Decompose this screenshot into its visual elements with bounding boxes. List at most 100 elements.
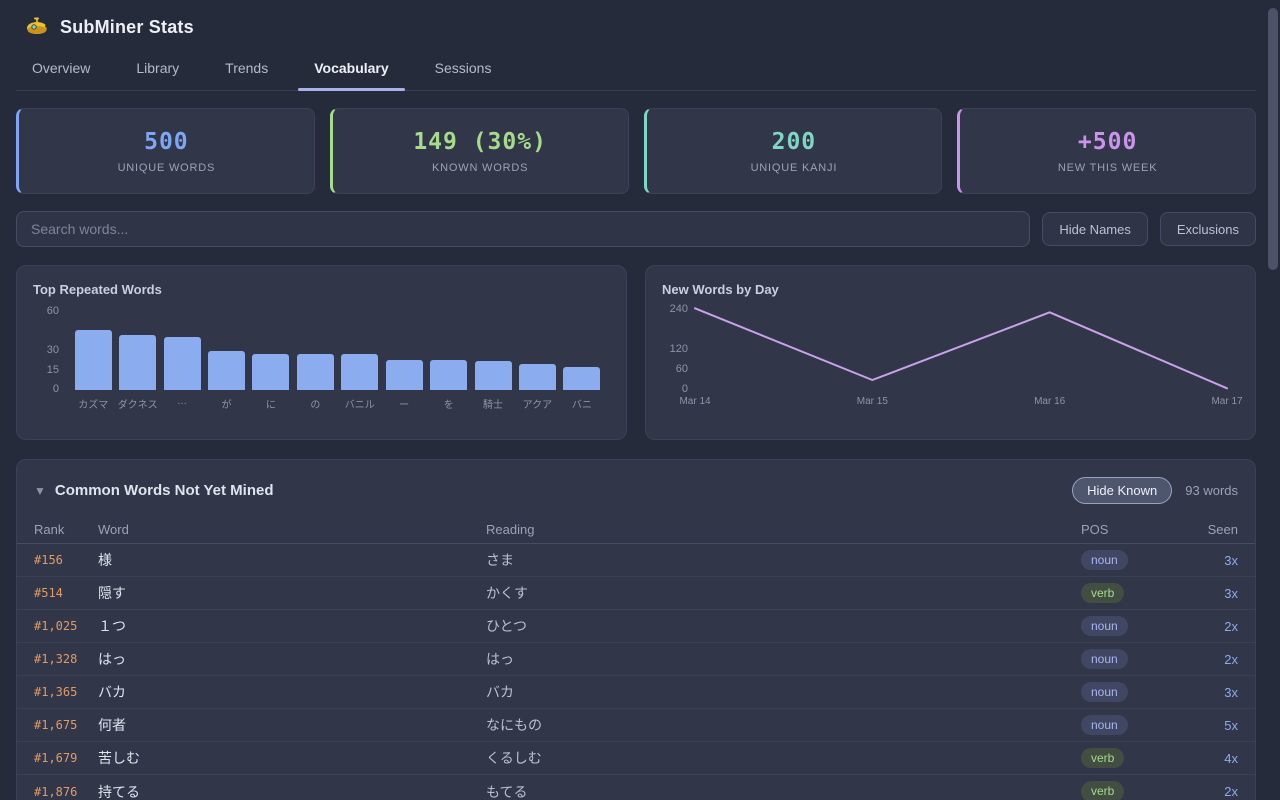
y-axis-tick: 60 xyxy=(46,305,59,317)
stat-label: KNOWN WORDS xyxy=(432,161,529,174)
x-axis-label: に xyxy=(265,400,276,411)
reading-cell: もてる xyxy=(486,783,528,800)
pos-badge-verb: verb xyxy=(1081,781,1125,800)
stats-row: 500 UNIQUE WORDS 149 (30%) KNOWN WORDS 200 UN… xyxy=(16,108,1256,194)
rank-cell: #514 xyxy=(34,586,63,600)
tab-overview[interactable]: Overview xyxy=(32,60,91,76)
table-header: ▼ Common Words Not Yet Mined Hide Known … xyxy=(17,460,1255,504)
x-axis-label: Mar 15 xyxy=(856,396,888,407)
table-row[interactable]: #1,675 何者 なにもの noun 5x xyxy=(17,709,1255,742)
y-axis-tick: 240 xyxy=(669,303,688,315)
rank-cell: #1,675 xyxy=(34,718,78,732)
stat-label: UNIQUE KANJI xyxy=(750,161,838,174)
bar-が xyxy=(207,351,245,390)
pos-cell: verb xyxy=(1081,582,1181,604)
bar-slot xyxy=(471,312,515,390)
stat-card-unique-words: 500 UNIQUE WORDS xyxy=(16,108,315,194)
page-title: SubMiner Stats xyxy=(60,16,194,37)
pos-badge-verb: verb xyxy=(1081,747,1125,769)
stat-label: UNIQUE WORDS xyxy=(117,161,216,174)
bar-… xyxy=(163,336,201,390)
pos-badge-noun: noun xyxy=(1081,549,1128,571)
chart-title: New Words by Day xyxy=(662,282,779,297)
seen-cell: 2x xyxy=(1224,784,1238,799)
table-row[interactable]: #1,876 持てる もてる verb 2x xyxy=(17,775,1255,800)
x-axis-label: Mar 14 xyxy=(679,396,711,407)
bar-slot xyxy=(204,312,248,390)
x-axis-label: … xyxy=(177,396,188,407)
word-cell: 持てる xyxy=(98,783,140,800)
bar-カズマ xyxy=(74,330,112,390)
reading-cell: バカ xyxy=(486,684,514,700)
tab-library[interactable]: Library xyxy=(136,60,180,76)
scrollbar-thumb[interactable] xyxy=(1268,8,1278,270)
table-row[interactable]: #1,025 １つ ひとつ noun 2x xyxy=(17,610,1255,643)
charts-row: Top Repeated Words 60 30 15 0 カズマ ダクネス … が に の バニル… xyxy=(16,265,1256,440)
word-cell: バカ xyxy=(98,684,126,700)
x-axis-label: アクア xyxy=(522,400,553,411)
x-axis-label: Mar 16 xyxy=(1034,396,1066,407)
x-axis-label: を xyxy=(443,400,454,411)
pos-cell: noun xyxy=(1081,615,1181,637)
x-axis-label: カズマ xyxy=(78,400,109,411)
x-axis-label: が xyxy=(221,400,232,411)
bar-バニル xyxy=(341,353,379,390)
search-input[interactable] xyxy=(16,211,1031,247)
rank-cell: #1,328 xyxy=(34,652,78,666)
exclusions-button[interactable]: Exclusions xyxy=(1159,212,1256,246)
seen-cell: 3x xyxy=(1224,585,1238,601)
bar-slot xyxy=(71,312,115,390)
table-row[interactable]: #1,328 はっ はっ noun 2x xyxy=(17,643,1255,676)
bar-slot xyxy=(160,312,204,390)
tab-vocabulary[interactable]: Vocabulary xyxy=(298,48,406,91)
stat-card-unique-kanji: 200 UNIQUE KANJI xyxy=(643,108,943,194)
tab-trends[interactable]: Trends xyxy=(225,60,269,76)
word-cell: １つ xyxy=(98,618,126,634)
tab-sessions[interactable]: Sessions xyxy=(434,60,492,76)
bar-slot xyxy=(249,312,293,390)
rank-cell: #156 xyxy=(34,553,63,567)
table-row[interactable]: #1,679 苦しむ くるしむ verb 4x xyxy=(17,742,1255,775)
pos-badge-noun: noun xyxy=(1081,714,1128,736)
bar-騎士 xyxy=(474,361,512,390)
seen-cell: 2x xyxy=(1224,618,1238,634)
word-cell: 隠す xyxy=(98,585,126,601)
scrollbar[interactable] xyxy=(1268,0,1278,800)
line-series xyxy=(694,307,1228,390)
table-row[interactable]: #514 隠す かくす verb 3x xyxy=(17,577,1255,610)
pos-cell: noun xyxy=(1081,549,1181,571)
bar-slot xyxy=(382,312,426,390)
pos-cell: verb xyxy=(1081,747,1181,769)
y-axis-tick: 15 xyxy=(46,363,59,376)
bar-ダクネス xyxy=(119,335,157,390)
chart-title: Top Repeated Words xyxy=(33,282,162,297)
stat-value: +500 xyxy=(1077,128,1138,155)
table-body: #156 様 さま noun 3x #514 隠す かくす verb 3x #1,025 １つ ひとつ n… xyxy=(17,544,1255,800)
x-axis-label: バニ xyxy=(571,400,592,411)
bar-の xyxy=(296,353,334,390)
hide-known-button[interactable]: Hide Known xyxy=(1072,477,1173,504)
table-row[interactable]: #1,365 バカ バカ noun 3x xyxy=(17,676,1255,709)
new-words-by-day-chart: New Words by Day 240 120 60 0 Mar 14 Mar 15 Ma… xyxy=(645,265,1256,440)
reading-cell: かくす xyxy=(486,585,528,601)
x-axis-labels: カズマ ダクネス … が に の バニル ー を 騎士 アクア バニ xyxy=(71,396,604,411)
table-row[interactable]: #156 様 さま noun 3x xyxy=(17,544,1255,577)
y-axis-tick: 0 xyxy=(52,383,59,395)
collapse-triangle-icon[interactable]: ▼ xyxy=(34,483,46,498)
table-column-headers: Rank Word Reading POS Seen xyxy=(17,504,1255,544)
y-axis-tick: 0 xyxy=(681,383,688,395)
reading-cell: くるしむ xyxy=(486,750,542,766)
col-rank: Rank xyxy=(34,522,65,537)
stat-card-new-this-week: +500 NEW THIS WEEK xyxy=(957,108,1256,194)
col-reading: Reading xyxy=(486,522,535,537)
bar-バニ xyxy=(563,366,601,390)
bar-を xyxy=(430,360,468,390)
x-axis-label: Mar 17 xyxy=(1211,396,1243,407)
pos-badge-noun: noun xyxy=(1081,681,1128,703)
bar-slot xyxy=(426,312,470,390)
hide-names-button[interactable]: Hide Names xyxy=(1042,212,1148,246)
bar-ー xyxy=(385,360,423,390)
stat-card-known-words: 149 (30%) KNOWN WORDS xyxy=(329,108,629,194)
y-axis-tick: 30 xyxy=(46,344,59,356)
app-header: SubMiner Stats xyxy=(16,0,1256,40)
